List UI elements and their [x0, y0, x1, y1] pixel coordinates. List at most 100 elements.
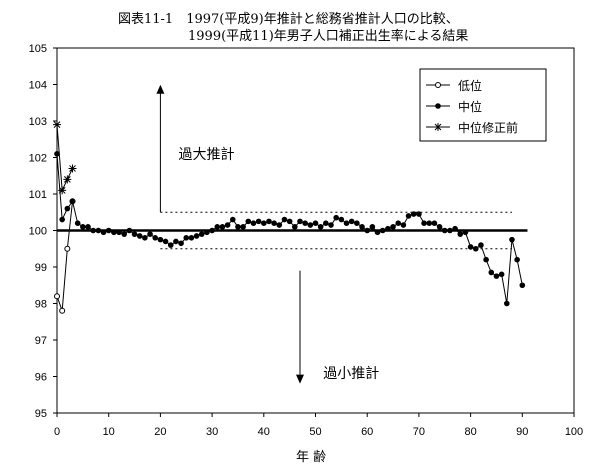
series-0 — [54, 198, 76, 314]
data-point — [235, 224, 241, 230]
legend-marker — [434, 123, 442, 131]
data-point — [498, 271, 505, 278]
data-point — [90, 227, 96, 234]
legend-label: 低位 — [458, 78, 482, 93]
data-point — [452, 225, 458, 232]
data-point — [229, 216, 236, 223]
data-point — [369, 224, 376, 230]
data-point — [426, 220, 433, 226]
data-point — [436, 224, 443, 230]
data-point — [317, 224, 324, 230]
data-point — [348, 218, 355, 225]
data-point — [136, 233, 143, 239]
y-tick-label: 103 — [29, 116, 47, 128]
y-tick-label: 102 — [29, 153, 47, 165]
data-point — [53, 120, 61, 129]
data-point — [74, 220, 81, 226]
y-tick-label: 101 — [29, 189, 47, 201]
data-point — [261, 220, 267, 226]
data-point — [307, 222, 314, 228]
data-point — [85, 224, 91, 230]
data-point — [147, 231, 153, 237]
x-tick-label: 90 — [516, 426, 528, 438]
y-tick-label: 96 — [35, 372, 47, 384]
data-point — [416, 211, 422, 217]
data-point — [105, 227, 112, 234]
data-point — [359, 224, 365, 230]
data-point — [255, 218, 262, 225]
legend-label: 中位修正前 — [458, 120, 518, 135]
legend-label: 中位 — [458, 99, 482, 114]
underestimate-label: 過小推計 — [323, 366, 379, 382]
overestimate-label: 過大推計 — [178, 147, 234, 163]
data-point — [493, 273, 500, 279]
legend-marker — [435, 103, 441, 109]
data-point — [121, 231, 128, 237]
chart-axes: 95 96 97 98 99 100 101 102 103 104 105 0 10 20 30 40 50 6… — [29, 43, 584, 438]
data-point — [390, 224, 396, 230]
data-point — [472, 245, 479, 252]
data-point — [364, 227, 371, 234]
data-point — [379, 227, 386, 234]
data-point — [198, 231, 205, 237]
data-point — [405, 213, 412, 219]
arrow-up-icon — [156, 84, 165, 94]
data-point — [297, 218, 303, 225]
data-point — [514, 256, 520, 263]
data-point — [323, 220, 329, 226]
data-point — [131, 231, 138, 237]
data-point — [292, 224, 298, 230]
data-point — [64, 205, 71, 212]
data-point — [214, 224, 221, 230]
data-point — [266, 218, 272, 225]
chart-series — [53, 120, 526, 314]
x-tick-label: 60 — [361, 426, 373, 438]
data-point — [519, 282, 526, 289]
chart-title-line2: 1999(平成11)年男子人口補正出生率による結果 — [188, 29, 469, 44]
data-point — [250, 220, 257, 226]
data-point — [431, 220, 438, 226]
y-tick-label: 104 — [29, 80, 47, 92]
data-point — [374, 229, 381, 236]
data-point — [111, 229, 117, 236]
data-point — [354, 220, 360, 226]
data-point — [162, 238, 169, 245]
data-point — [59, 216, 65, 223]
x-tick-label: 10 — [103, 426, 115, 438]
data-point — [58, 186, 67, 195]
data-point — [59, 307, 66, 314]
data-point — [63, 175, 72, 184]
x-tick-label: 70 — [413, 426, 425, 438]
data-point — [338, 216, 345, 223]
data-point — [462, 229, 469, 236]
data-point — [80, 224, 86, 230]
data-point — [503, 300, 510, 307]
x-tick-label: 100 — [565, 426, 583, 438]
legend-box — [419, 68, 547, 142]
data-point — [312, 220, 319, 226]
data-point — [410, 211, 417, 217]
data-point — [224, 222, 231, 228]
data-point — [100, 229, 107, 236]
data-point — [483, 256, 489, 263]
data-point — [421, 220, 427, 226]
x-tick-label: 40 — [258, 426, 270, 438]
data-point — [333, 214, 339, 221]
x-tick-label: 80 — [464, 426, 476, 438]
data-point — [509, 236, 515, 243]
data-point — [447, 227, 453, 234]
data-point — [54, 293, 60, 300]
series-2 — [53, 120, 77, 195]
y-tick-label: 99 — [35, 262, 47, 274]
data-point — [271, 220, 277, 226]
data-point — [183, 235, 190, 241]
x-tick-label: 30 — [206, 426, 218, 438]
data-point — [116, 229, 122, 236]
y-tick-label: 105 — [29, 43, 47, 55]
data-point — [204, 229, 210, 236]
data-point — [245, 218, 252, 225]
data-point — [400, 222, 407, 228]
